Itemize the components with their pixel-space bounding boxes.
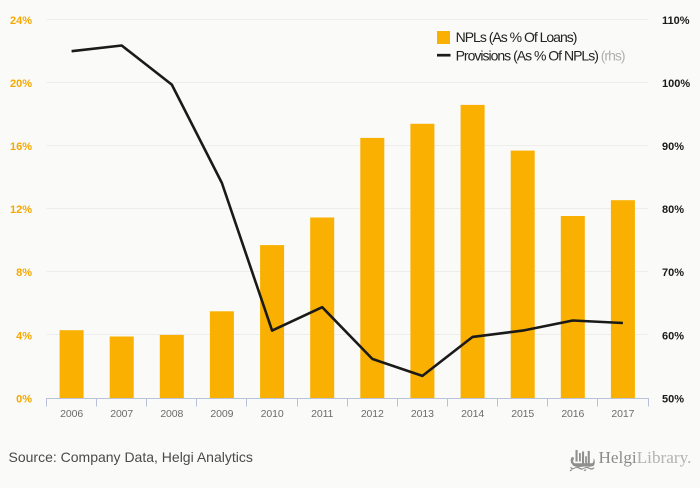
svg-text:2011: 2011: [311, 408, 333, 420]
svg-text:16%: 16%: [10, 141, 32, 153]
svg-text:80%: 80%: [662, 204, 684, 216]
svg-text:2010: 2010: [261, 408, 284, 420]
svg-text:20%: 20%: [10, 78, 32, 90]
svg-text:24%: 24%: [10, 15, 32, 27]
svg-text:Provisions (As % Of NPLs) (rhs: Provisions (As % Of NPLs) (rhs): [456, 48, 625, 64]
svg-text:12%: 12%: [10, 204, 32, 216]
svg-text:2016: 2016: [561, 408, 584, 420]
svg-text:Source: Company Data, Helgi An: Source: Company Data, Helgi Analytics: [9, 449, 253, 465]
svg-text:2013: 2013: [411, 408, 434, 420]
svg-text:2008: 2008: [160, 408, 183, 420]
svg-text:NPLs (As % Of Loans): NPLs (As % Of Loans): [456, 29, 577, 45]
svg-text:2012: 2012: [361, 408, 384, 420]
svg-text:2015: 2015: [511, 408, 534, 420]
svg-text:8%: 8%: [16, 267, 32, 279]
svg-text:4%: 4%: [16, 330, 32, 342]
svg-text:50%: 50%: [662, 393, 684, 405]
svg-text:2014: 2014: [461, 408, 484, 420]
svg-text:HelgiLibrary.: HelgiLibrary.: [599, 448, 692, 467]
svg-text:90%: 90%: [662, 141, 684, 153]
svg-text:110%: 110%: [662, 15, 690, 27]
svg-text:2017: 2017: [611, 408, 634, 420]
svg-text:70%: 70%: [662, 267, 684, 279]
svg-text:2009: 2009: [210, 408, 233, 420]
svg-text:60%: 60%: [662, 330, 684, 342]
svg-text:100%: 100%: [662, 78, 690, 90]
svg-text:2006: 2006: [60, 408, 83, 420]
svg-text:0%: 0%: [16, 393, 32, 405]
svg-text:2007: 2007: [110, 408, 133, 420]
